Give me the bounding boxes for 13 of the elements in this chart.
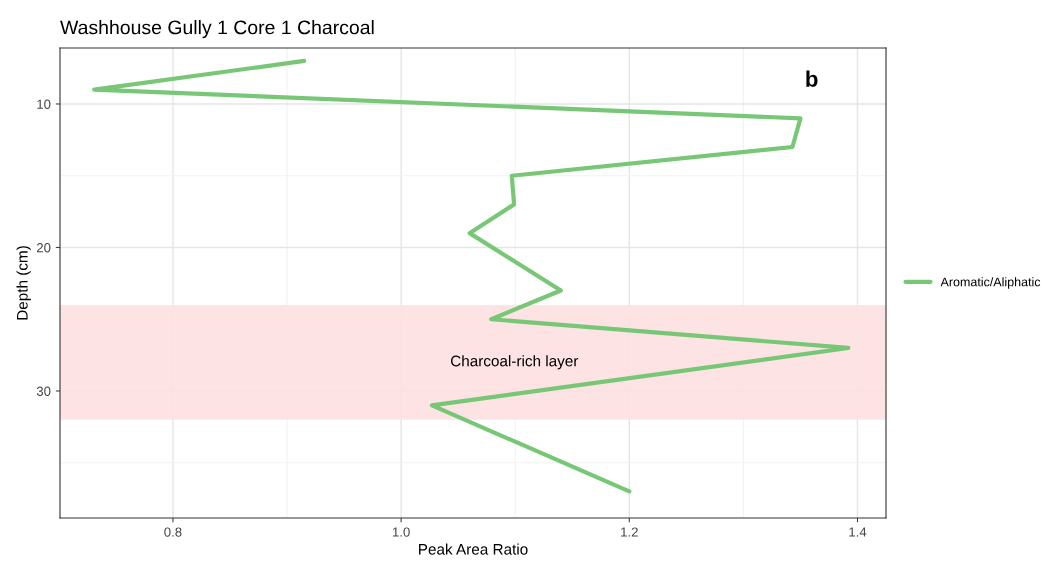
x-tick-label: 1.4 bbox=[849, 527, 867, 537]
x-axis-title: Peak Area Ratio bbox=[419, 543, 528, 555]
x-tick-label: 1.0 bbox=[392, 527, 410, 537]
y-tick-label: 30 bbox=[36, 386, 51, 396]
y-axis-title: Depth (cm) bbox=[16, 246, 31, 320]
chart-title: Washhouse Gully 1 Core 1 Charcoal bbox=[60, 20, 374, 39]
x-tick-label: 0.8 bbox=[164, 527, 182, 537]
y-tick-label: 20 bbox=[36, 243, 51, 253]
annotation: b bbox=[806, 70, 818, 87]
y-tick-label: 10 bbox=[37, 99, 51, 109]
band-label: Charcoal-rich layer bbox=[450, 355, 579, 370]
legend-label: Aromatic/Aliphatic bbox=[940, 277, 1041, 289]
x-tick-label: 1.2 bbox=[621, 527, 638, 537]
